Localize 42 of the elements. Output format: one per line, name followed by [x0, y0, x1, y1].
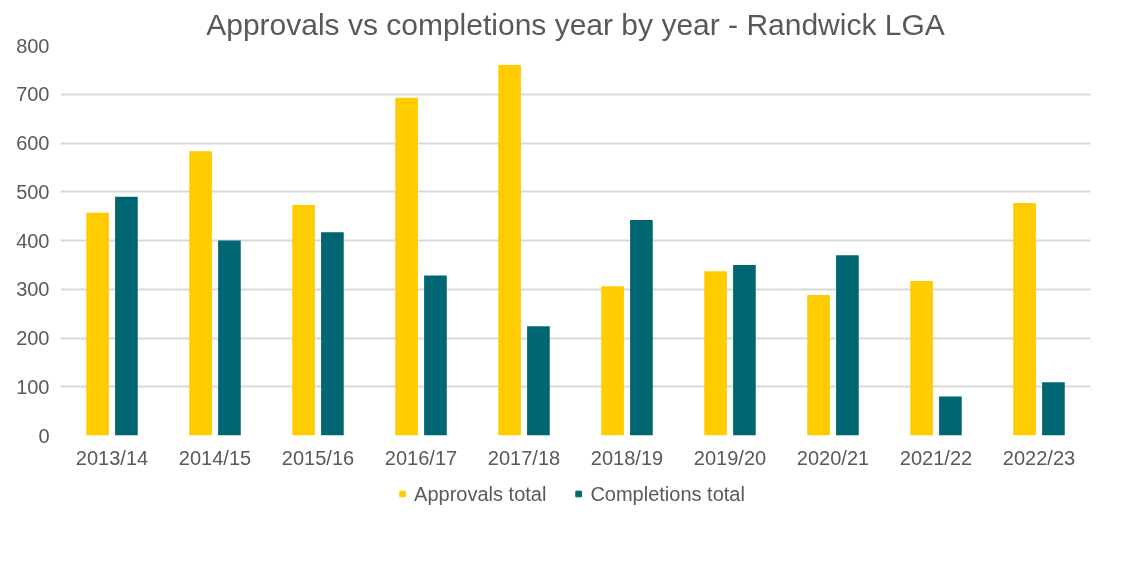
bar — [86, 212, 109, 436]
x-tick-label: 2020/21 — [796, 446, 870, 469]
x-tick-label: 2017/18 — [487, 446, 561, 469]
x-tick-label: 2021/22 — [899, 446, 973, 469]
bar — [498, 65, 521, 436]
y-tick-label: 800 — [16, 34, 50, 57]
bar — [939, 396, 962, 436]
chart-title: Approvals vs completions year by year - Randwick LGA — [206, 7, 945, 41]
bar — [630, 220, 653, 436]
y-tick-label: 200 — [16, 327, 50, 349]
y-tick-label: 600 — [16, 132, 50, 154]
bar — [321, 232, 344, 436]
y-tick-label: 0 — [38, 424, 50, 447]
bar — [836, 255, 859, 436]
x-tick-label: 2013/14 — [75, 446, 149, 469]
x-tick-label: 2015/16 — [281, 446, 355, 469]
bar — [189, 151, 212, 436]
x-tick-label: 2022/23 — [1002, 446, 1076, 469]
bar — [424, 275, 447, 436]
x-tick-label: 2019/20 — [693, 446, 767, 469]
bar — [1013, 202, 1036, 436]
bar — [601, 286, 624, 436]
bar — [807, 295, 830, 436]
legend-label: Completions total — [590, 482, 745, 505]
y-tick-label: 300 — [16, 278, 50, 301]
bar — [115, 196, 138, 436]
bar — [292, 204, 315, 436]
y-tick-label: 100 — [16, 375, 50, 398]
y-tick-label: 700 — [16, 83, 50, 106]
x-tick-label: 2018/19 — [590, 446, 664, 469]
bar — [218, 240, 241, 436]
bar — [704, 271, 727, 436]
y-tick-label: 400 — [16, 229, 50, 252]
bar — [527, 326, 550, 436]
y-tick-label: 500 — [16, 180, 50, 203]
x-tick-label: 2014/15 — [178, 446, 252, 469]
bar — [1042, 382, 1065, 436]
x-tick-label: 2016/17 — [384, 446, 458, 469]
legend-label: Approvals total — [414, 482, 547, 505]
bar — [733, 264, 756, 436]
bar — [910, 280, 933, 436]
bar — [395, 97, 418, 436]
